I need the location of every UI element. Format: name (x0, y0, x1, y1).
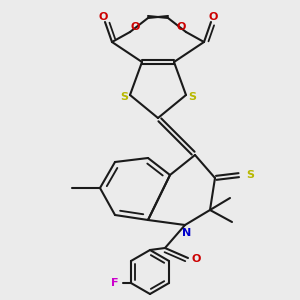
Text: S: S (188, 92, 196, 102)
Text: O: O (208, 12, 218, 22)
Text: F: F (111, 278, 119, 288)
Text: O: O (98, 12, 108, 22)
Text: S: S (246, 170, 254, 180)
Text: S: S (120, 92, 128, 102)
Text: N: N (182, 228, 192, 238)
Text: O: O (130, 22, 140, 32)
Text: O: O (191, 254, 201, 264)
Text: O: O (176, 22, 186, 32)
